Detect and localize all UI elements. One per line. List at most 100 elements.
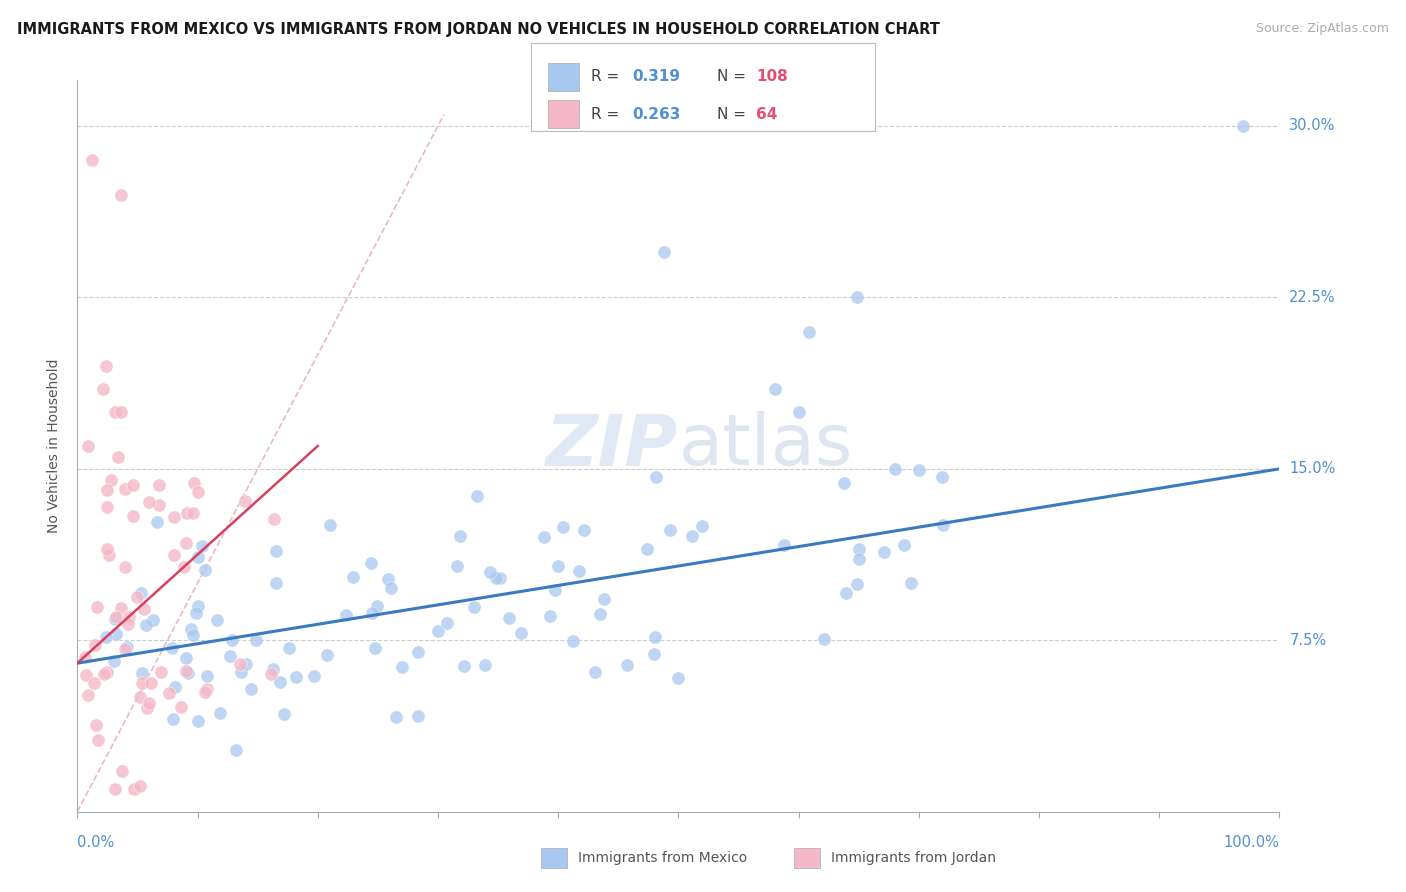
Point: [138, 696, 160, 710]
Point: [84, 638, 107, 652]
Point: [644, 630, 666, 644]
Point: [900, 576, 922, 591]
Point: [110, 405, 132, 419]
Point: [318, 517, 340, 532]
Point: [176, 506, 198, 520]
Text: 0.0%: 0.0%: [77, 836, 114, 850]
Point: [138, 495, 160, 509]
Point: [104, 612, 127, 626]
Point: [834, 585, 856, 599]
Point: [692, 519, 714, 533]
Point: [96, 631, 118, 645]
Y-axis label: No Vehicles in Household: No Vehicles in Household: [48, 359, 62, 533]
Point: [162, 548, 184, 562]
Point: [148, 478, 170, 492]
Point: [538, 608, 561, 623]
Text: 15.0%: 15.0%: [1289, 461, 1336, 476]
Point: [377, 573, 399, 587]
Point: [96, 542, 118, 557]
Point: [132, 601, 155, 615]
Point: [316, 648, 339, 662]
Text: 100.0%: 100.0%: [1223, 836, 1279, 850]
Point: [446, 558, 468, 573]
Point: [110, 601, 132, 615]
Text: 0.319: 0.319: [633, 70, 681, 85]
Point: [221, 633, 243, 648]
Text: R =: R =: [591, 106, 624, 121]
Point: [170, 700, 193, 714]
Point: [592, 592, 614, 607]
Point: [848, 542, 870, 557]
Point: [406, 645, 429, 659]
Point: [233, 493, 256, 508]
Point: [436, 615, 458, 630]
Point: [643, 647, 665, 661]
Point: [174, 536, 197, 550]
Point: [93, 666, 115, 681]
Point: [449, 529, 471, 543]
Point: [763, 382, 786, 396]
Point: [588, 607, 610, 621]
Text: atlas: atlas: [679, 411, 853, 481]
Point: [479, 565, 502, 579]
Point: [96, 359, 118, 373]
Point: [122, 478, 145, 492]
Point: [636, 542, 658, 557]
Point: [427, 624, 450, 638]
Point: [219, 649, 242, 664]
Point: [142, 613, 165, 627]
Point: [489, 571, 512, 585]
Point: [260, 667, 283, 681]
Point: [385, 710, 408, 724]
Point: [128, 780, 150, 794]
Text: Immigrants from Jordan: Immigrants from Jordan: [831, 851, 995, 865]
Point: [273, 707, 295, 722]
Point: [406, 709, 429, 723]
Point: [174, 665, 197, 679]
Point: [463, 600, 485, 615]
Text: IMMIGRANTS FROM MEXICO VS IMMIGRANTS FROM JORDAN NO VEHICLES IN HOUSEHOLD CORREL: IMMIGRANTS FROM MEXICO VS IMMIGRANTS FRO…: [17, 22, 939, 37]
Point: [157, 686, 180, 700]
Point: [104, 610, 127, 624]
Point: [908, 463, 931, 477]
Point: [194, 685, 217, 699]
Point: [86, 599, 108, 614]
Point: [302, 668, 325, 682]
Point: [162, 510, 184, 524]
Point: [278, 640, 301, 655]
Point: [80, 153, 103, 168]
Point: [335, 607, 357, 622]
Point: [191, 539, 214, 553]
Point: [96, 665, 118, 679]
Point: [173, 560, 195, 574]
Point: [84, 718, 107, 732]
Point: [183, 506, 205, 520]
Text: Source: ZipAtlas.com: Source: ZipAtlas.com: [1256, 22, 1389, 36]
Point: [195, 681, 218, 696]
Point: [229, 665, 252, 679]
Point: [131, 665, 153, 680]
Point: [103, 654, 125, 668]
Point: [561, 633, 583, 648]
Text: 30.0%: 30.0%: [1289, 119, 1336, 134]
Text: N =: N =: [717, 70, 751, 85]
Point: [832, 476, 855, 491]
Point: [568, 564, 591, 578]
Point: [110, 764, 132, 778]
Point: [195, 669, 218, 683]
Point: [245, 633, 267, 648]
Point: [91, 382, 114, 396]
Point: [391, 660, 413, 674]
Point: [797, 325, 820, 339]
Point: [186, 485, 209, 500]
Point: [121, 509, 143, 524]
Point: [658, 523, 681, 537]
Point: [883, 462, 905, 476]
Point: [122, 781, 145, 796]
Point: [135, 701, 157, 715]
Point: [342, 569, 364, 583]
Point: [553, 520, 575, 534]
Point: [533, 530, 555, 544]
Point: [129, 586, 152, 600]
Point: [645, 470, 668, 484]
